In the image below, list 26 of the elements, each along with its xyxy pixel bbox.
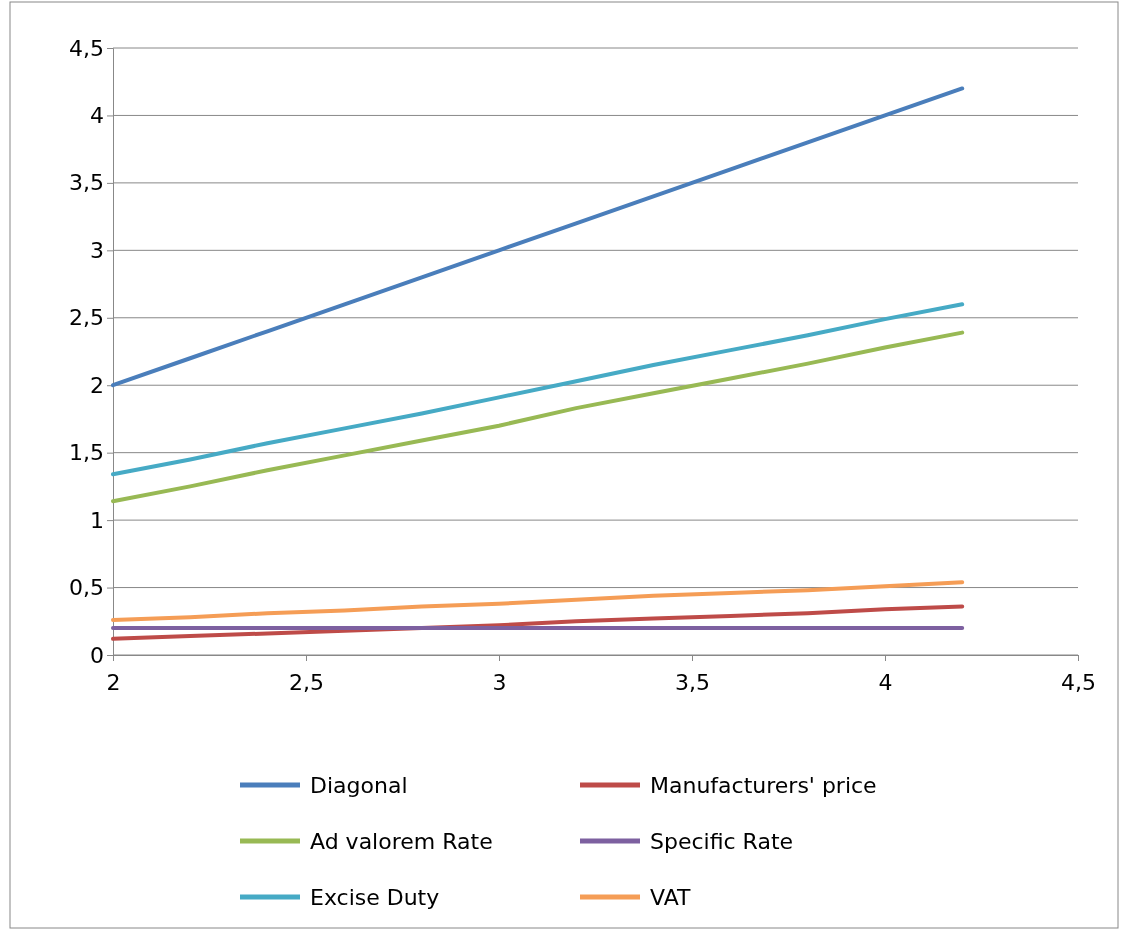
y-tick-label: 0,5 <box>69 575 104 601</box>
x-tick-label: 4,5 <box>1061 670 1096 696</box>
y-tick-label: 2,5 <box>69 305 104 331</box>
x-tick-label: 3,5 <box>675 670 710 696</box>
y-tick-label: 3 <box>90 237 104 263</box>
x-tick-label: 4 <box>878 670 893 696</box>
y-tick-label: 0 <box>90 642 104 668</box>
legend-label: Diagonal <box>310 772 408 798</box>
y-tick-label: 1,5 <box>69 440 104 466</box>
legend-label: Manufacturers' price <box>650 772 877 798</box>
legend-label: Excise Duty <box>310 884 440 910</box>
line-series <box>111 580 965 622</box>
x-tick-label: 3 <box>492 670 507 696</box>
line-series <box>111 330 965 504</box>
y-tick-label: 1 <box>90 507 104 533</box>
x-tick-label: 2,5 <box>289 670 324 696</box>
x-tick-label: 2 <box>106 670 121 696</box>
legend-label: Ad valorem Rate <box>310 828 493 854</box>
legend-label: VAT <box>650 884 691 910</box>
y-tick-label: 4 <box>90 102 104 128</box>
y-tick-label: 3,5 <box>69 170 104 196</box>
line-series <box>111 86 965 388</box>
y-tick-label: 4,5 <box>69 35 104 61</box>
line-series <box>111 302 965 477</box>
y-tick-label: 2 <box>90 372 104 398</box>
legend-label: Specific Rate <box>650 828 794 854</box>
